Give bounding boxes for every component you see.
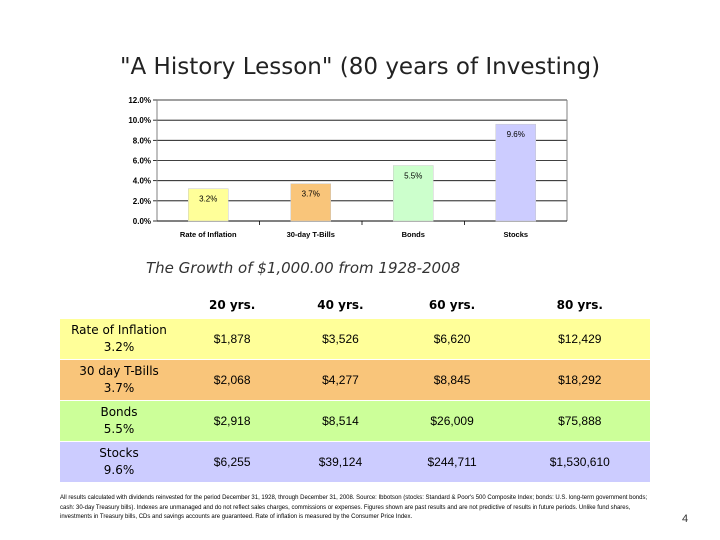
table-cell: $1,878 — [178, 318, 287, 360]
table-cell: $2,068 — [178, 359, 287, 401]
table-cell: $4,277 — [286, 359, 395, 401]
row-header: Bonds 5.5% — [60, 400, 178, 442]
table-header-row: 20 yrs. 40 yrs. 60 yrs. 80 yrs. — [60, 292, 650, 319]
table-cell: $75,888 — [509, 400, 650, 442]
row-name: 30 day T-Bills — [79, 364, 159, 378]
column-header: 40 yrs. — [317, 298, 364, 312]
table-cell: $1,530,610 — [509, 441, 650, 482]
row-name: Bonds — [100, 405, 138, 419]
table-row: Rate of Inflation 3.2% $1,878 $3,526 $6,… — [60, 318, 650, 360]
y-tick-label: 2.0% — [133, 197, 151, 206]
table-cell: $3,526 — [286, 318, 395, 360]
table-row: 30 day T-Bills 3.7% $2,068 $4,277 $8,845… — [60, 359, 650, 401]
row-name: Stocks — [99, 446, 139, 460]
data-label: 5.5% — [404, 172, 422, 181]
footnote: All results calculated with dividends re… — [60, 495, 648, 520]
row-rate: 9.6% — [103, 463, 135, 477]
x-tick-label: Stocks — [503, 230, 528, 239]
y-tick-label: 12.0% — [128, 96, 151, 105]
bar — [188, 188, 229, 222]
table-cell: $26,009 — [394, 400, 510, 442]
y-tick-label: 8.0% — [133, 136, 151, 145]
bar-chart: 0.0% 2.0% 4.0% 6.0% 8.0% 10.0% 12.0% 3.2% Rate o… — [128, 96, 568, 239]
table-cell: $39,124 — [286, 441, 395, 482]
table-cell: $12,429 — [509, 318, 650, 360]
y-tick-label: 4.0% — [133, 177, 151, 186]
table-cell: $2,918 — [178, 400, 287, 442]
y-tick-label: 10.0% — [128, 116, 151, 125]
bar — [393, 165, 434, 222]
table-cell: $8,845 — [394, 359, 510, 401]
page-number: 4 — [682, 513, 689, 525]
row-header: 30 day T-Bills 3.7% — [60, 359, 178, 401]
row-rate: 3.7% — [103, 381, 135, 395]
bar — [495, 123, 536, 222]
table-cell: $8,514 — [286, 400, 395, 442]
column-header: 20 yrs. — [208, 298, 256, 312]
row-header: Rate of Inflation 3.2% — [60, 318, 178, 360]
table-cell: $6,255 — [178, 441, 287, 482]
table-row: Stocks 9.6% $6,255 $39,124 $244,711 $1,5… — [60, 441, 650, 482]
chart-subtitle: The Growth of $1,000.00 from 1928-2008 — [146, 259, 461, 277]
growth-table: 20 yrs. 40 yrs. 60 yrs. 80 yrs. Rate of … — [60, 292, 650, 482]
y-tick-label: 0.0% — [133, 217, 151, 226]
table-cell: $6,620 — [394, 318, 510, 360]
row-name: Rate of Inflation — [71, 323, 167, 337]
data-label: 3.2% — [199, 195, 217, 204]
bar — [290, 183, 331, 222]
x-tick-label: 30-day T-Bills — [287, 230, 335, 239]
table-cell: $244,711 — [394, 441, 510, 482]
column-header: 60 yrs. — [428, 298, 476, 312]
column-header: 80 yrs. — [556, 298, 603, 312]
row-rate: 5.5% — [103, 422, 135, 436]
table-cell: $18,292 — [509, 359, 650, 401]
slide-title: "A History Lesson" (80 years of Investin… — [119, 54, 601, 80]
x-tick-label: Rate of Inflation — [180, 230, 237, 239]
data-label: 9.6% — [507, 130, 525, 139]
data-label: 3.7% — [302, 190, 320, 199]
row-header: Stocks 9.6% — [60, 441, 178, 482]
table-row: Bonds 5.5% $2,918 $8,514 $26,009 $75,888 — [60, 400, 650, 442]
x-tick-label: Bonds — [402, 230, 425, 239]
row-rate: 3.2% — [103, 340, 135, 354]
table-corner — [60, 292, 178, 319]
y-tick-label: 6.0% — [133, 157, 151, 166]
